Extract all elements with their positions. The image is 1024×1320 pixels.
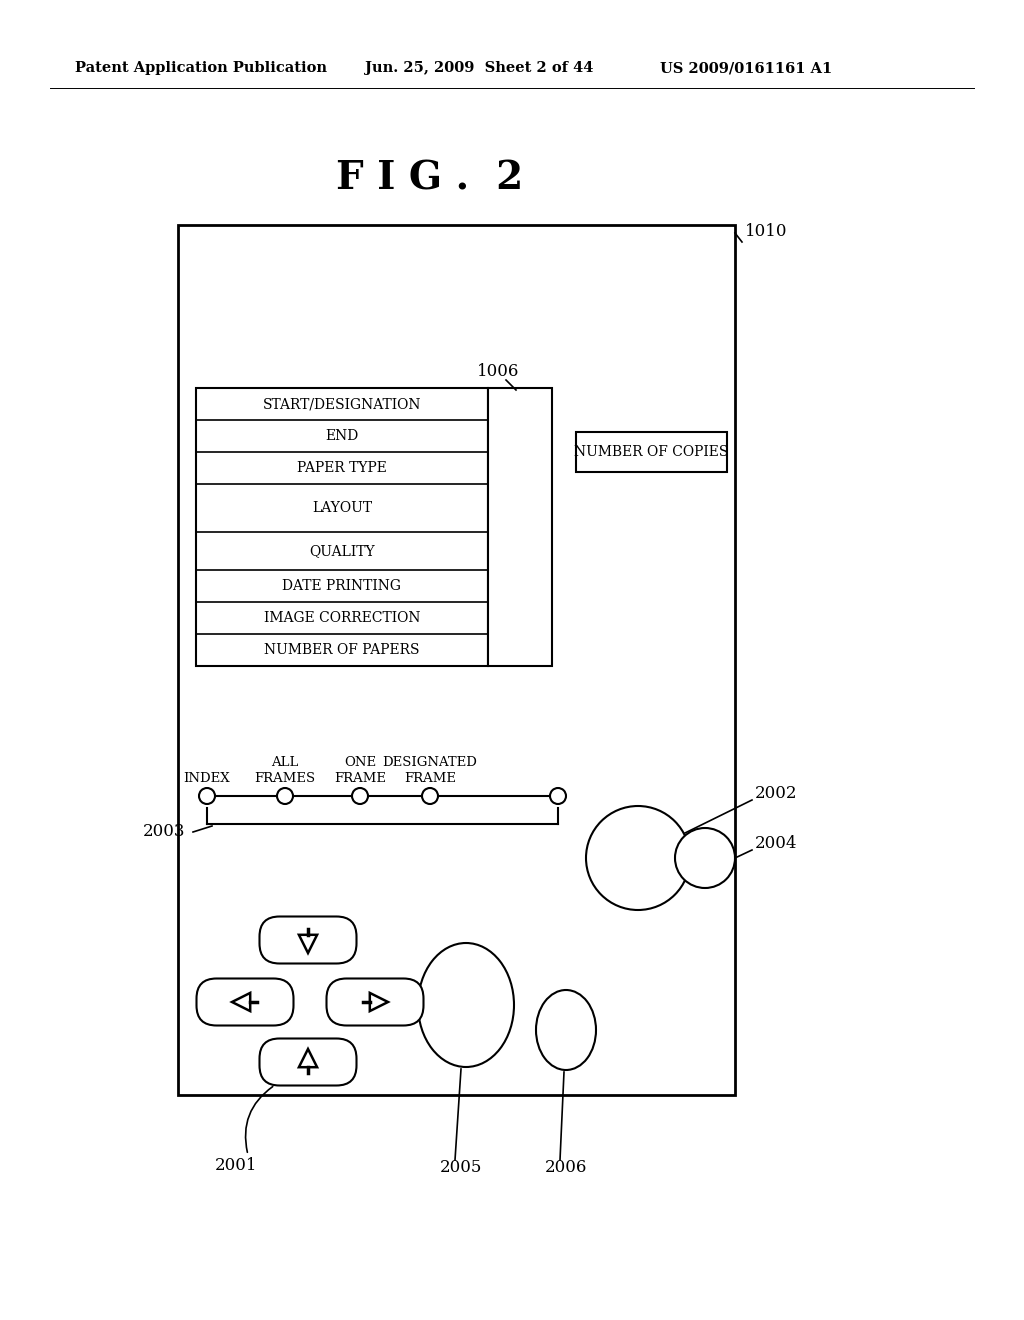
Text: 1010: 1010: [745, 223, 787, 240]
Text: IMAGE CORRECTION: IMAGE CORRECTION: [264, 611, 420, 624]
Circle shape: [422, 788, 438, 804]
Text: 2001: 2001: [215, 1156, 257, 1173]
Text: US 2009/0161161 A1: US 2009/0161161 A1: [660, 61, 833, 75]
Text: 2002: 2002: [755, 784, 798, 801]
Text: PAPER TYPE: PAPER TYPE: [297, 461, 387, 475]
Circle shape: [550, 788, 566, 804]
Text: 2006: 2006: [545, 1159, 588, 1176]
Text: DATE PRINTING: DATE PRINTING: [283, 579, 401, 593]
FancyBboxPatch shape: [197, 978, 294, 1026]
Text: 2003: 2003: [143, 824, 185, 841]
Text: NUMBER OF PAPERS: NUMBER OF PAPERS: [264, 643, 420, 657]
FancyBboxPatch shape: [327, 978, 424, 1026]
Text: FRAME: FRAME: [404, 772, 456, 785]
Circle shape: [675, 828, 735, 888]
FancyBboxPatch shape: [259, 916, 356, 964]
Text: INDEX: INDEX: [183, 772, 230, 785]
Bar: [178, 224, 735, 1096]
Text: QUALITY: QUALITY: [309, 544, 375, 558]
Text: 2004: 2004: [755, 834, 798, 851]
Text: FRAME: FRAME: [334, 772, 386, 785]
Text: 1006: 1006: [477, 363, 519, 380]
Text: F I G .  2: F I G . 2: [336, 158, 523, 197]
FancyBboxPatch shape: [259, 1039, 356, 1085]
Text: 2005: 2005: [440, 1159, 482, 1176]
Text: ONE: ONE: [344, 755, 376, 768]
Text: Patent Application Publication: Patent Application Publication: [75, 61, 327, 75]
Text: DESIGNATED: DESIGNATED: [383, 755, 477, 768]
Ellipse shape: [536, 990, 596, 1071]
Circle shape: [352, 788, 368, 804]
Bar: [575, 432, 727, 473]
Circle shape: [278, 788, 293, 804]
FancyArrowPatch shape: [246, 1086, 272, 1152]
Circle shape: [586, 807, 690, 909]
Bar: [488, 388, 552, 667]
Bar: [196, 388, 488, 667]
Text: Jun. 25, 2009  Sheet 2 of 44: Jun. 25, 2009 Sheet 2 of 44: [365, 61, 593, 75]
Text: NUMBER OF COPIES: NUMBER OF COPIES: [574, 445, 729, 459]
Ellipse shape: [418, 942, 514, 1067]
Text: ALL: ALL: [271, 755, 299, 768]
Text: START/DESIGNATION: START/DESIGNATION: [263, 397, 421, 411]
Text: FRAMES: FRAMES: [254, 772, 315, 785]
Text: LAYOUT: LAYOUT: [312, 502, 372, 515]
Text: END: END: [326, 429, 358, 444]
Circle shape: [199, 788, 215, 804]
